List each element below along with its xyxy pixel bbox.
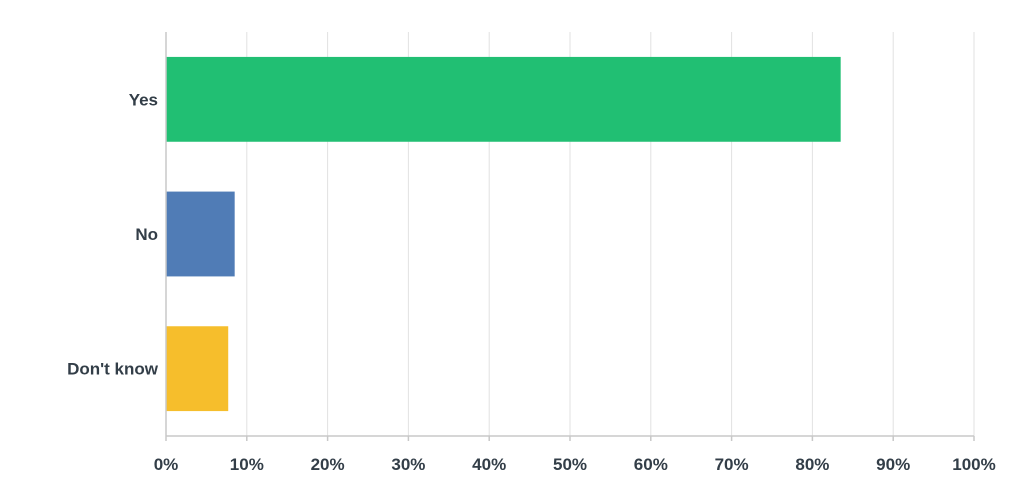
x-tick-label: 0% bbox=[154, 455, 179, 474]
bar-no[interactable] bbox=[166, 191, 235, 277]
category-label: Yes bbox=[129, 90, 158, 109]
x-tick-labels: 0% 10% 20% 30% 40% 50% 60% 70% 80% 90% 100% bbox=[154, 455, 996, 474]
category-label: No bbox=[135, 225, 158, 244]
category-label: Don't know bbox=[67, 360, 159, 379]
x-tick-label: 100% bbox=[952, 455, 995, 474]
bar-yes[interactable] bbox=[166, 56, 841, 142]
x-tick-label: 10% bbox=[230, 455, 264, 474]
x-tick-label: 60% bbox=[634, 455, 668, 474]
category-labels: Yes No Don't know bbox=[67, 90, 159, 378]
bars bbox=[166, 56, 841, 412]
x-tick-label: 40% bbox=[472, 455, 506, 474]
bar-don-t-know[interactable] bbox=[166, 326, 229, 412]
x-tick-label: 90% bbox=[876, 455, 910, 474]
x-tick-label: 80% bbox=[795, 455, 829, 474]
x-tick-label: 50% bbox=[553, 455, 587, 474]
x-tick-label: 20% bbox=[311, 455, 345, 474]
x-tick-label: 70% bbox=[715, 455, 749, 474]
x-tick-label: 30% bbox=[391, 455, 425, 474]
axes bbox=[165, 32, 975, 441]
